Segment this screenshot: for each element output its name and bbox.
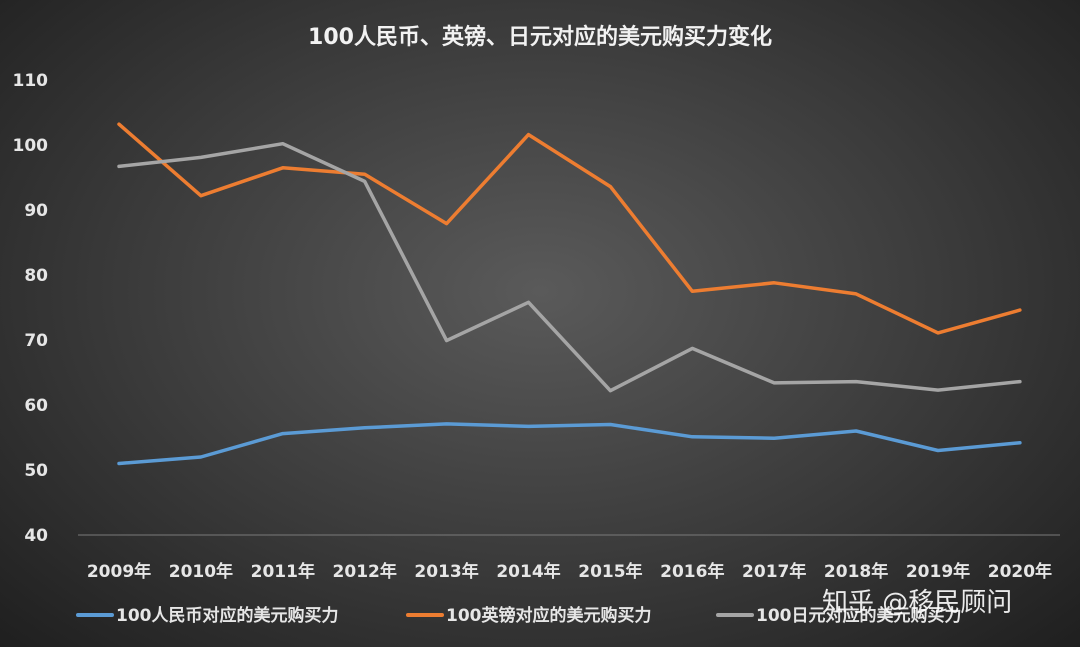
y-axis: 40 50 60 70 80 90 100 110 <box>13 71 49 546</box>
legend: 100人民币对应的美元购买力 100英镑对应的美元购买力 100日元对应的美元购买力 <box>76 605 962 626</box>
y-tick-label: 70 <box>24 331 48 351</box>
x-tick-label: 2014年 <box>496 561 560 582</box>
x-axis: 2009年 2010年 2011年 2012年 2013年 2014年 2015年 2016年… <box>87 561 1052 582</box>
x-tick-label: 2019年 <box>906 561 970 582</box>
series-line-1 <box>117 122 1022 335</box>
legend-item-0: 100人民币对应的美元购买力 <box>76 605 339 626</box>
legend-item-1: 100英镑对应的美元购买力 <box>406 605 652 626</box>
x-tick-label: 2015年 <box>578 561 642 582</box>
legend-item-2: 100日元对应的美元购买力 <box>716 605 962 626</box>
x-tick-label: 2018年 <box>824 561 888 582</box>
y-tick-label: 100 <box>13 136 49 156</box>
x-tick-label: 2012年 <box>333 561 397 582</box>
x-tick-label: 2011年 <box>251 561 315 582</box>
series-line-0 <box>117 422 1022 466</box>
y-tick-label: 40 <box>24 526 48 546</box>
x-tick-label: 2010年 <box>169 561 233 582</box>
watermark-text: 知乎 @移民顾问 <box>822 588 1012 618</box>
chart-title: 100人民币、英镑、日元对应的美元购买力变化 <box>308 24 772 50</box>
legend-label: 100人民币对应的美元购买力 <box>116 605 339 626</box>
y-tick-label: 60 <box>24 396 48 416</box>
y-tick-label: 90 <box>24 201 48 221</box>
y-tick-label: 80 <box>24 266 48 286</box>
y-tick-label: 110 <box>13 71 49 91</box>
legend-label: 100英镑对应的美元购买力 <box>446 605 652 626</box>
y-tick-label: 50 <box>24 461 48 481</box>
x-tick-label: 2020年 <box>988 561 1052 582</box>
x-tick-label: 2017年 <box>742 561 806 582</box>
series-lines <box>117 122 1022 466</box>
legend-label: 100日元对应的美元购买力 <box>756 605 962 626</box>
series-line-2 <box>117 141 1022 393</box>
x-tick-label: 2016年 <box>660 561 724 582</box>
x-tick-label: 2013年 <box>414 561 478 582</box>
x-tick-label: 2009年 <box>87 561 151 582</box>
